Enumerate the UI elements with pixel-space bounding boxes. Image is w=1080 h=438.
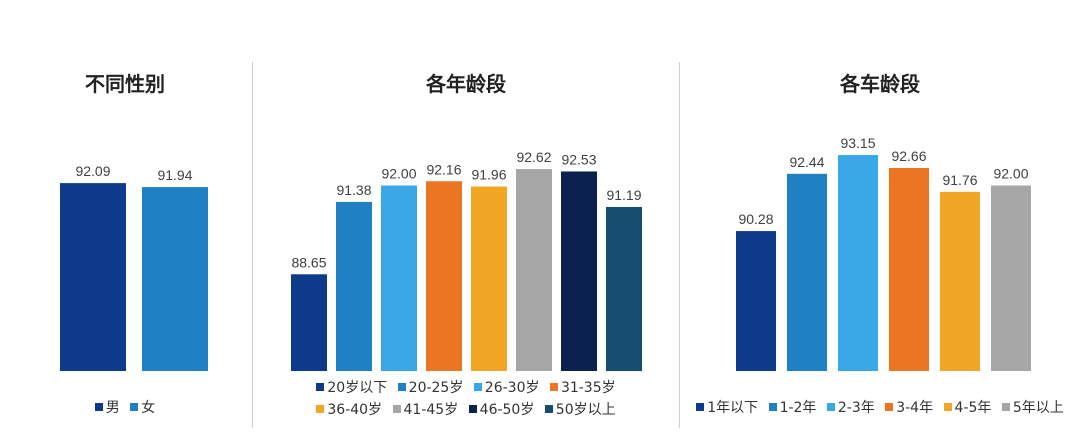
data-label: 92.44: [789, 154, 824, 170]
bar: [516, 169, 552, 371]
bar: [291, 274, 327, 371]
chart-title: 不同性别: [85, 72, 165, 96]
legend-item: 31-35岁: [549, 377, 616, 399]
data-label: 91.76: [942, 172, 977, 188]
data-label: 92.00: [993, 166, 1028, 182]
legend-item-male: 男: [94, 397, 120, 419]
data-label: 91.94: [157, 167, 192, 183]
chart-title: 各车龄段: [840, 72, 920, 96]
bar: [561, 171, 597, 371]
divider: [252, 62, 253, 428]
legend-item: 50岁以上: [544, 399, 616, 421]
data-label: 92.62: [516, 149, 551, 165]
bar: [606, 206, 642, 371]
legend-item: 3-4年: [885, 397, 933, 419]
legend-item: 2-3年: [826, 397, 875, 419]
data-label: 92.00: [381, 166, 416, 182]
legend-item: 20岁以下: [316, 377, 387, 399]
data-label: 92.53: [561, 151, 596, 167]
data-label: 91.38: [336, 182, 371, 198]
data-label: 92.16: [426, 161, 461, 177]
gender-chart-panel: 不同性别 92.09 91.94 男 女: [0, 0, 250, 438]
bar: [889, 168, 929, 371]
age-chart-panel: 各年龄段 88.65 91.38 92.00 92.16 91.96 92.62 92.53…: [253, 0, 679, 438]
data-label: 88.65: [291, 254, 326, 270]
legend-item: 26-30岁: [473, 377, 539, 399]
data-label: 91.19: [606, 187, 641, 203]
divider: [679, 62, 680, 428]
bar: [426, 181, 462, 371]
bar: [381, 185, 417, 371]
bar: [736, 231, 776, 371]
legend-item-female: 女: [130, 397, 155, 419]
age-chart: 88.65 91.38 92.00 92.16 91.96 92.62 92.53 91.19: [291, 149, 642, 371]
legend-item: 20-25岁: [397, 377, 463, 399]
legend-item: 41-45岁: [392, 399, 458, 421]
data-label: 93.15: [840, 135, 875, 151]
bar: [471, 186, 507, 371]
data-label: 92.66: [891, 148, 926, 164]
legend-item: 1年以下: [696, 397, 758, 419]
bar: [940, 191, 980, 371]
vehicle-age-chart-panel: 各车龄段 90.28 92.44 93.15 92.66 91.76 92.00 1年以下…: [680, 0, 1080, 438]
legend-item: 1-2年: [768, 397, 816, 419]
bar: [60, 183, 126, 371]
legend-item: 4-5年: [943, 397, 991, 419]
legend-item: 5年以上: [1001, 397, 1064, 419]
data-label: 92.09: [75, 163, 110, 179]
chart-legend: 20岁以下 20-25岁 26-30岁 31-35岁 36-40岁 41-45岁…: [253, 377, 679, 421]
legend-item: 46-50岁: [468, 399, 534, 421]
vehicle-age-chart: 90.28 92.44 93.15 92.66 91.76 92.00: [736, 135, 1031, 371]
data-label: 90.28: [738, 211, 773, 227]
chart-title: 各年龄段: [426, 72, 506, 96]
chart-legend: 男 女: [0, 397, 250, 419]
bar: [991, 185, 1031, 371]
gender-chart: 92.09 91.94: [60, 163, 208, 371]
chart-legend: 1年以下 1-2年 2-3年 3-4年 4-5年 5年以上: [680, 397, 1080, 419]
bar: [838, 155, 878, 371]
legend-item: 36-40岁: [316, 399, 382, 421]
data-label: 91.96: [471, 167, 506, 183]
bar: [142, 187, 208, 371]
bar: [336, 201, 372, 371]
bar: [787, 173, 827, 371]
